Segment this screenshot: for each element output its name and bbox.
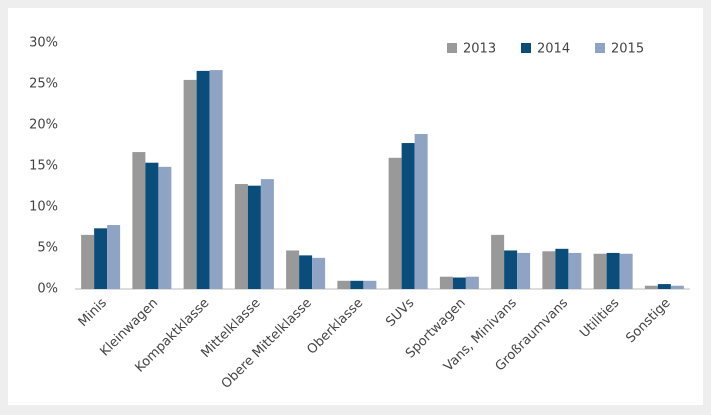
bar	[568, 252, 582, 289]
bar	[491, 234, 505, 289]
bar	[555, 248, 569, 289]
bar	[260, 179, 274, 289]
bar	[542, 251, 556, 289]
y-tick-label: 25%	[29, 77, 58, 92]
bar	[196, 70, 210, 289]
bar	[657, 284, 671, 289]
bar	[234, 184, 248, 289]
bar	[337, 280, 351, 289]
legend-swatch	[521, 43, 531, 53]
bar	[401, 143, 415, 289]
legend-swatch	[595, 43, 605, 53]
bar	[299, 255, 313, 289]
bar	[94, 228, 108, 289]
bar	[81, 234, 95, 289]
y-tick-label: 5%	[37, 241, 58, 256]
bar	[107, 225, 121, 289]
y-tick-label: 30%	[29, 36, 58, 51]
bar	[350, 280, 364, 289]
legend-label: 2015	[611, 42, 644, 57]
y-tick-label: 20%	[29, 118, 58, 133]
bar	[312, 257, 326, 289]
bar	[388, 157, 402, 289]
y-tick-label: 15%	[29, 159, 58, 174]
y-tick-label: 10%	[29, 200, 58, 215]
bar	[145, 162, 159, 289]
bar	[158, 166, 172, 289]
bar	[606, 252, 620, 289]
bar	[247, 185, 261, 289]
bar	[619, 253, 633, 289]
bar	[363, 280, 377, 289]
bar	[670, 285, 684, 289]
bar	[286, 250, 300, 289]
bar	[504, 250, 518, 289]
bar	[209, 70, 223, 289]
bar	[452, 277, 466, 289]
bar	[465, 276, 479, 289]
bar	[593, 253, 607, 289]
bar	[644, 285, 658, 289]
legend-label: 2014	[537, 42, 570, 57]
bar	[517, 252, 531, 289]
bar	[132, 152, 146, 289]
bar	[414, 134, 428, 289]
legend-swatch	[447, 43, 457, 53]
y-tick-label: 0%	[37, 282, 58, 297]
chart-panel	[8, 8, 703, 405]
bar	[183, 79, 197, 290]
legend-label: 2013	[463, 42, 496, 57]
bar	[439, 276, 453, 289]
